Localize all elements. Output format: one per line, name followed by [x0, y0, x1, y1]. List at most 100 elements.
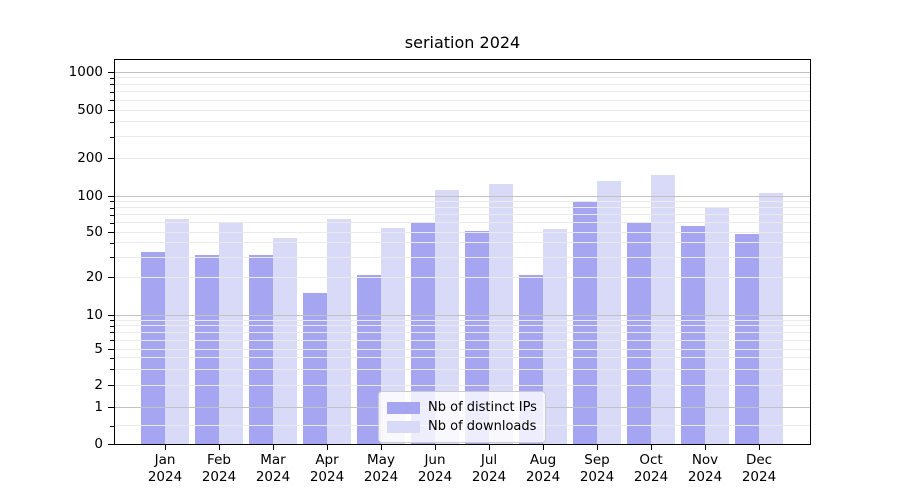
x-tick-mark [435, 445, 436, 450]
x-tick-mark [543, 445, 544, 450]
legend-swatch-downloads [387, 420, 420, 433]
y-minor-tick-mark [110, 257, 114, 259]
x-tick-label: Feb 2024 [201, 452, 237, 485]
gridline-minor [115, 319, 810, 321]
y-minor-tick-mark [110, 242, 114, 244]
bar-distinct-ips [357, 274, 381, 444]
x-tick-label: Jun 2024 [417, 452, 453, 485]
y-minor-tick-mark [110, 91, 114, 93]
y-tick-mark [108, 72, 114, 73]
bar-distinct-ips [573, 202, 597, 444]
bar-downloads [651, 174, 675, 444]
gridline-minor [115, 222, 810, 224]
gridline-minor [115, 348, 810, 350]
y-tick-label: 2 [94, 377, 103, 393]
y-tick-label: 0 [94, 436, 103, 452]
gridline-minor [115, 339, 810, 341]
x-tick-label: Jul 2024 [471, 452, 507, 485]
x-tick-label: Apr 2024 [309, 452, 345, 485]
x-tick-label: Nov 2024 [687, 452, 723, 485]
gridline-minor [115, 368, 810, 370]
y-tick-label: 10 [85, 307, 103, 323]
x-tick-mark [705, 445, 706, 450]
x-tick-label: Oct 2024 [633, 452, 669, 485]
gridline-minor [115, 91, 810, 93]
y-tick-label: 500 [77, 102, 103, 118]
legend-label-downloads: Nb of downloads [428, 419, 537, 434]
y-minor-tick-mark [110, 320, 114, 322]
legend-label-distinct-ips: Nb of distinct IPs [428, 400, 537, 415]
bar-distinct-ips [141, 252, 165, 444]
y-tick-mark [108, 385, 114, 386]
y-tick-mark [108, 110, 114, 111]
bar-distinct-ips [249, 255, 273, 444]
legend-item-distinct-ips: Nb of distinct IPs [387, 398, 537, 417]
gridline-minor [115, 77, 810, 79]
y-tick-mark [108, 444, 114, 445]
gridline-major [115, 71, 810, 73]
x-tick-label: May 2024 [363, 452, 399, 485]
y-minor-tick-mark [110, 357, 114, 359]
gridline-minor [115, 276, 810, 278]
gridline-major [115, 314, 810, 316]
y-tick-mark [108, 196, 114, 197]
y-minor-tick-mark [110, 77, 114, 79]
gridline-minor [115, 384, 810, 386]
x-tick-mark [327, 445, 328, 450]
gridline-minor [115, 214, 810, 216]
y-minor-tick-mark [110, 100, 114, 101]
x-tick-mark [165, 445, 166, 450]
bar-distinct-ips [681, 226, 705, 444]
gridline-minor [115, 200, 810, 202]
x-tick-mark [273, 445, 274, 450]
y-tick-mark [108, 407, 114, 408]
chart-title: seriation 2024 [404, 33, 521, 52]
x-tick-mark [759, 445, 760, 450]
gridline-minor [115, 325, 810, 327]
y-minor-tick-mark [110, 325, 114, 327]
bar-distinct-ips [735, 234, 759, 444]
gridline-minor [115, 357, 810, 359]
y-tick-label: 20 [85, 269, 103, 285]
bar-downloads [759, 193, 783, 444]
gridline-minor [115, 231, 810, 233]
y-minor-tick-mark [110, 222, 114, 224]
y-tick-label: 5 [94, 341, 103, 357]
x-tick-mark [219, 445, 220, 450]
gridline-minor [115, 207, 810, 209]
bar-downloads [543, 228, 567, 444]
y-minor-tick-mark [110, 425, 114, 427]
gridline-major [115, 195, 810, 197]
y-tick-mark [108, 277, 114, 278]
y-tick-label: 1000 [68, 64, 103, 80]
gridline-minor [115, 256, 810, 258]
bar-distinct-ips [303, 292, 327, 444]
plot-area [114, 59, 811, 445]
y-minor-tick-mark [110, 207, 114, 209]
y-tick-label: 100 [77, 188, 103, 204]
y-minor-tick-mark [110, 369, 114, 371]
gridline-minor [115, 331, 810, 333]
y-tick-mark [108, 349, 114, 350]
x-tick-mark [489, 445, 490, 450]
y-minor-tick-mark [110, 136, 114, 138]
bar-downloads [273, 238, 297, 444]
y-tick-label: 50 [85, 224, 103, 240]
y-minor-tick-mark [110, 201, 114, 203]
y-minor-tick-mark [110, 121, 114, 123]
x-tick-label: Mar 2024 [255, 452, 291, 485]
y-tick-mark [108, 158, 114, 159]
x-tick-label: Jan 2024 [147, 452, 183, 485]
y-tick-mark [108, 232, 114, 233]
gridline-minor [115, 136, 810, 138]
gridline-minor [115, 242, 810, 244]
gridline-minor [115, 157, 810, 159]
gridline-minor [115, 83, 810, 85]
x-tick-mark [597, 445, 598, 450]
gridline-minor [115, 121, 810, 123]
legend-swatch-distinct-ips [387, 401, 420, 414]
x-tick-mark [651, 445, 652, 450]
bar-distinct-ips [195, 255, 219, 444]
y-minor-tick-mark [110, 84, 114, 86]
